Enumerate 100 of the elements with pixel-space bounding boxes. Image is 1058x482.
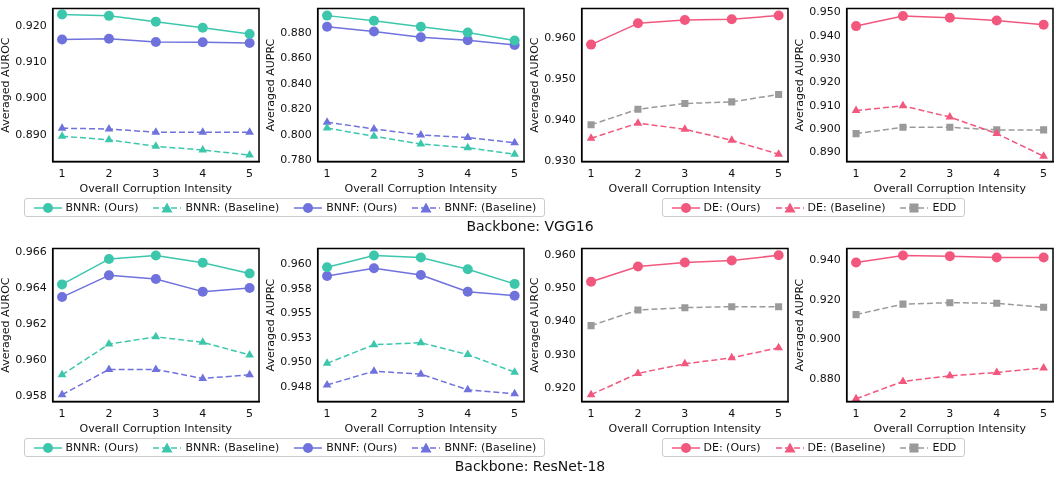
point	[197, 22, 208, 33]
point	[680, 124, 690, 132]
x-tick-label: 1	[852, 407, 860, 421]
point	[197, 37, 208, 48]
point	[586, 276, 597, 287]
x-tick-label: 5	[246, 407, 254, 421]
legend-label: DE: (Ours)	[703, 201, 761, 214]
point	[632, 18, 643, 29]
legend-label: DE: (Baseline)	[807, 441, 886, 454]
x-tick-label: 3	[416, 407, 424, 421]
x-axis-title: Overall Corruption Intensity	[79, 422, 233, 436]
y-axis-title: Averaged AUROC	[528, 277, 542, 373]
point	[462, 27, 473, 38]
point	[726, 14, 737, 25]
y-tick-label: 0.940	[808, 28, 841, 42]
point	[151, 141, 161, 149]
point	[509, 290, 520, 301]
point	[586, 133, 596, 141]
point	[587, 322, 595, 330]
point	[103, 254, 114, 265]
x-tick-label: 4	[199, 407, 207, 421]
point	[509, 149, 519, 157]
y-tick-label: 0.920	[808, 292, 841, 306]
point	[369, 131, 378, 139]
point	[321, 262, 332, 273]
x-tick-label: 1	[323, 167, 331, 181]
point	[727, 135, 737, 143]
point	[244, 283, 255, 294]
point	[898, 376, 907, 384]
legend-label: BNNR: (Baseline)	[185, 201, 280, 214]
point	[321, 271, 332, 282]
x-tick-label: 1	[58, 407, 66, 421]
x-tick-label: 5	[775, 407, 783, 421]
x-tick-label: 2	[634, 407, 642, 421]
point	[369, 339, 378, 348]
y-tick-label: 0.960	[279, 257, 312, 271]
point	[57, 9, 68, 20]
point	[150, 16, 161, 27]
point	[198, 337, 208, 345]
x-tick-label: 3	[945, 167, 953, 181]
point	[680, 358, 690, 367]
x-tick-label: 1	[587, 407, 595, 421]
y-tick-label: 0.930	[808, 52, 841, 66]
point	[775, 303, 783, 311]
point	[897, 250, 908, 261]
y-tick-label: 0.966	[15, 244, 47, 258]
point	[1038, 151, 1048, 159]
y-tick-label: 0.800	[279, 127, 312, 141]
point	[728, 303, 736, 311]
legend-label: BNNF: (Ours)	[326, 441, 398, 454]
y-axis-title: Averaged AUPRC	[263, 38, 277, 132]
point	[321, 10, 332, 21]
legend-label: BNNF: (Baseline)	[444, 201, 537, 214]
point	[245, 127, 254, 135]
point	[851, 393, 860, 402]
y-tick-label: 0.958	[15, 389, 47, 403]
point	[850, 257, 861, 268]
y-tick-label: 0.900	[15, 91, 47, 105]
y-tick-label: 0.840	[279, 76, 312, 90]
x-axis-title: Overall Corruption Intensity	[344, 422, 498, 436]
point	[945, 370, 954, 379]
x-tick-label: 5	[1039, 167, 1047, 181]
y-tick-label: 0.900	[808, 122, 841, 136]
x-tick-label: 4	[463, 407, 471, 421]
point	[415, 252, 426, 263]
point	[104, 339, 114, 347]
point	[945, 299, 953, 307]
x-tick-label: 4	[992, 167, 1000, 181]
x-axis-title: Overall Corruption Intensity	[608, 182, 762, 196]
point	[727, 352, 737, 361]
y-tick-label: 0.940	[544, 112, 576, 126]
point	[57, 123, 67, 131]
y-tick-label: 0.950	[279, 355, 312, 369]
y-tick-label: 0.890	[15, 127, 47, 141]
x-axis-title: Overall Corruption Intensity	[344, 182, 498, 196]
y-tick-label: 0.780	[279, 153, 312, 167]
x-tick-label: 5	[246, 167, 254, 181]
point	[369, 123, 378, 132]
x-axis-title: Overall Corruption Intensity	[873, 182, 1027, 196]
x-axis-title: Overall Corruption Intensity	[79, 182, 233, 196]
point	[774, 342, 783, 351]
point	[1038, 19, 1049, 30]
x-tick-label: 2	[898, 407, 906, 421]
y-tick-label: 0.880	[279, 25, 312, 39]
point	[416, 369, 425, 377]
point	[104, 134, 114, 143]
point	[991, 252, 1002, 263]
point	[634, 105, 642, 113]
point	[634, 306, 642, 314]
x-tick-label: 4	[199, 167, 207, 181]
legend-label: EDD	[932, 441, 957, 454]
x-tick-label: 2	[634, 167, 642, 181]
legend-label: BNNR: (Ours)	[65, 201, 139, 214]
point	[150, 36, 161, 47]
x-axis-title: Overall Corruption Intensity	[873, 422, 1027, 436]
x-tick-label: 1	[852, 167, 860, 181]
x-tick-label: 5	[775, 167, 783, 181]
point	[462, 349, 472, 358]
x-tick-label: 4	[728, 167, 736, 181]
point	[368, 26, 379, 37]
